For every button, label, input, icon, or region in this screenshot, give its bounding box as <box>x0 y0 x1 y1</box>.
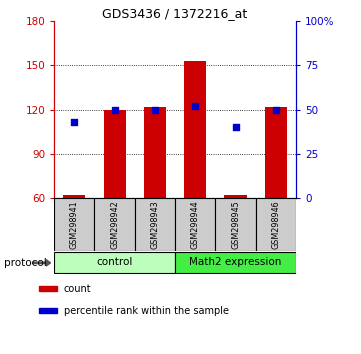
Bar <box>225 195 247 198</box>
Text: percentile rank within the sample: percentile rank within the sample <box>64 306 229 316</box>
Title: GDS3436 / 1372216_at: GDS3436 / 1372216_at <box>103 7 248 20</box>
Bar <box>175 252 296 273</box>
Point <box>273 107 279 113</box>
Bar <box>54 198 95 251</box>
Point <box>112 107 117 113</box>
Point <box>232 125 238 130</box>
Point <box>192 103 198 109</box>
Bar <box>256 198 296 251</box>
Text: count: count <box>64 284 91 293</box>
Bar <box>63 195 86 198</box>
Bar <box>216 198 256 251</box>
Bar <box>104 110 126 198</box>
Point <box>71 119 77 125</box>
Text: GSM298944: GSM298944 <box>191 200 200 249</box>
Text: GSM298941: GSM298941 <box>70 200 79 249</box>
Text: GSM298946: GSM298946 <box>271 200 280 249</box>
Bar <box>175 198 216 251</box>
Bar <box>184 61 206 198</box>
Text: protocol: protocol <box>4 258 46 268</box>
Bar <box>54 252 175 273</box>
Text: control: control <box>96 257 133 267</box>
Bar <box>265 107 287 198</box>
Text: GSM298942: GSM298942 <box>110 200 119 249</box>
Bar <box>144 107 166 198</box>
Bar <box>135 198 175 251</box>
Text: GSM298943: GSM298943 <box>151 200 160 249</box>
Text: GSM298945: GSM298945 <box>231 200 240 249</box>
Bar <box>39 286 57 291</box>
Point <box>152 107 158 113</box>
Bar <box>95 198 135 251</box>
Text: Math2 expression: Math2 expression <box>190 257 282 267</box>
Bar <box>39 308 57 313</box>
